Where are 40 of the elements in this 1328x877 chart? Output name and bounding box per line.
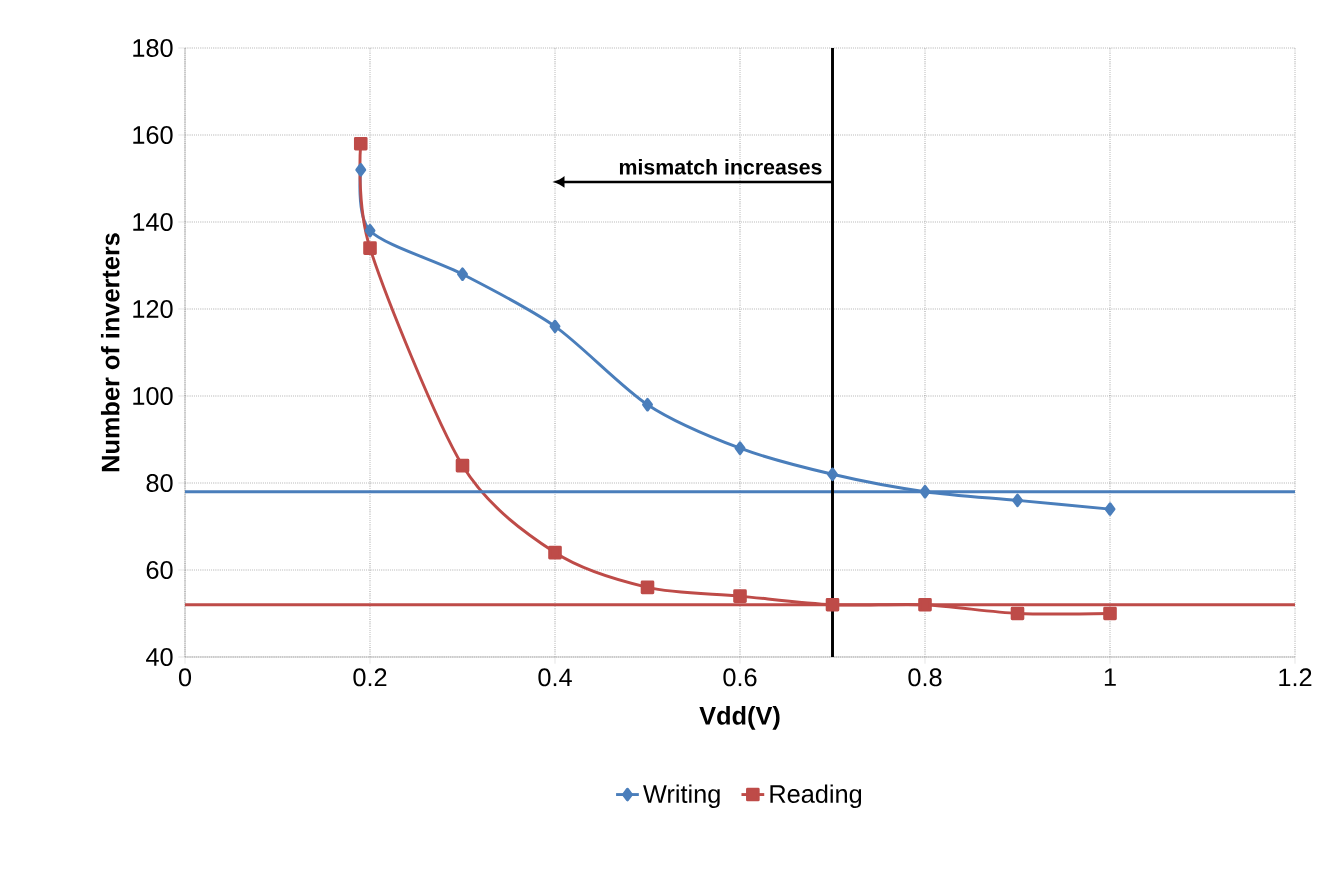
- point: [919, 484, 931, 499]
- x-tick-label: 1.2: [1279, 668, 1312, 687]
- point: [733, 589, 747, 603]
- legend-label: Reading: [770, 784, 862, 808]
- legend-label: Writing: [643, 784, 720, 808]
- point: [918, 597, 932, 612]
- point: [1010, 606, 1025, 621]
- y-tick-label: 40: [146, 648, 173, 666]
- x-tick-label: 0.2: [353, 668, 387, 687]
- point: [363, 241, 377, 255]
- y-tick-label: 60: [146, 561, 173, 579]
- point: [1012, 493, 1023, 508]
- point: [827, 467, 838, 482]
- point: [1103, 606, 1117, 621]
- point: [642, 397, 653, 412]
- x-tick-label: 0.8: [908, 668, 942, 687]
- y-axis-title: Number of inverters: [100, 233, 120, 472]
- y-tick-label: 100: [133, 387, 173, 405]
- point: [364, 223, 376, 238]
- point: [355, 162, 367, 177]
- x-tick-label: 1: [1104, 668, 1116, 686]
- annotation: mismatch increases: [619, 158, 822, 175]
- point: [457, 267, 468, 281]
- point: [734, 441, 746, 455]
- point: [825, 597, 840, 612]
- point: [455, 458, 470, 473]
- y-tick-label: 140: [133, 213, 173, 231]
- point: [353, 136, 368, 151]
- y-tick-label: 120: [133, 300, 173, 318]
- point: [640, 580, 655, 595]
- x-tick-label: 0.4: [538, 668, 572, 687]
- x-tick-label: 0: [178, 668, 192, 687]
- point: [548, 545, 562, 560]
- x-axis-title: Vdd(V): [699, 706, 780, 730]
- point: [1104, 502, 1116, 516]
- x-tick-label: 0.6: [723, 668, 757, 687]
- point: [549, 319, 561, 334]
- y-tick-label: 180: [133, 39, 173, 57]
- y-tick-label: 80: [146, 474, 173, 492]
- y-tick-label: 160: [133, 126, 173, 144]
